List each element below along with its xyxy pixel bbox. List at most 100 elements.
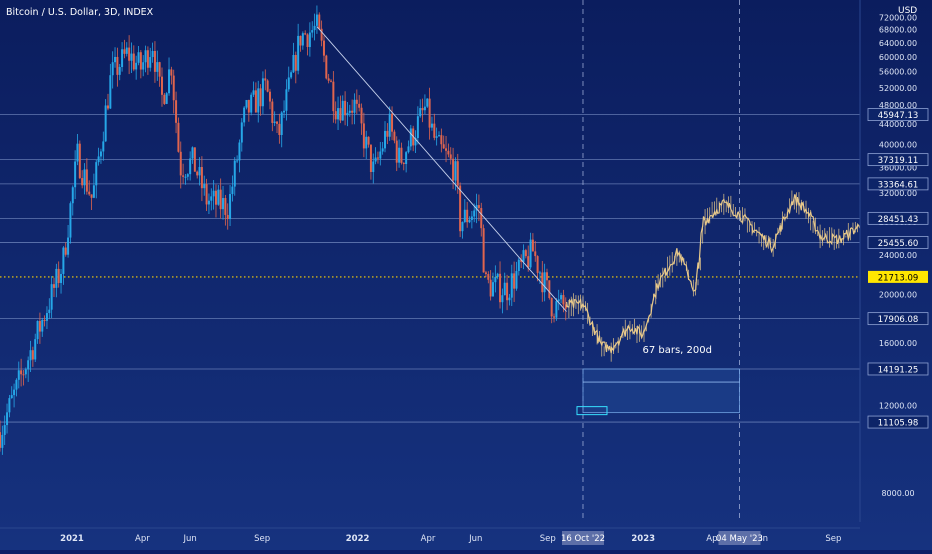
candle-body: [116, 56, 119, 75]
time-tick-label: Sep: [540, 534, 556, 544]
time-tick-label: Jun: [183, 534, 197, 544]
time-tick-label: Sep: [825, 534, 841, 544]
measurement-start-marker: [576, 406, 608, 416]
price-tick-label: 40000.00: [879, 141, 917, 150]
candle-body: [217, 189, 220, 205]
level-price-tag: [867, 362, 929, 376]
candle-body: [60, 273, 63, 283]
candle-body: [494, 276, 497, 283]
candle-body: [386, 130, 389, 137]
candle-body: [95, 162, 98, 186]
time-tick-label: Apr: [421, 534, 436, 544]
candle-body: [372, 161, 375, 173]
candle-body: [426, 98, 429, 107]
candle-body: [151, 50, 154, 58]
date-marker-tag: [718, 531, 761, 545]
candle-body: [299, 35, 302, 46]
candle-body: [243, 107, 246, 123]
level-price-tag: [867, 236, 929, 249]
candle-body: [271, 101, 274, 123]
candle-body: [160, 76, 163, 95]
candle-body: [78, 143, 81, 179]
candle-body: [473, 210, 476, 217]
candle-body: [71, 187, 74, 204]
candle-body: [484, 272, 487, 275]
candle-body: [283, 110, 286, 113]
candle-body: [36, 321, 39, 340]
candle-body: [182, 175, 185, 177]
candle-body: [489, 279, 492, 297]
candle-body: [165, 93, 168, 104]
candle-body: [125, 47, 128, 54]
time-axis[interactable]: 2021 Apr Jun Sep 2022 Apr Jun Sep 2023 Apr Jun Sep 1…: [0, 527, 860, 545]
candle-body: [99, 151, 102, 157]
level-price-tag: [867, 108, 929, 121]
price-tick-label: 44000.00: [879, 120, 917, 129]
candle-body: [304, 33, 307, 35]
candle-body: [548, 280, 551, 299]
candle-body: [280, 112, 283, 135]
candle-body: [153, 50, 156, 72]
candle-body: [337, 108, 340, 120]
candle-body: [231, 186, 234, 195]
candle-body: [543, 272, 546, 293]
candle-body: [90, 194, 93, 198]
time-tick-label: Jun: [468, 534, 482, 544]
candle-body: [501, 295, 504, 303]
currency-label: USD: [898, 6, 917, 16]
candle-body: [433, 123, 436, 138]
candle-body: [17, 370, 20, 380]
candle-body: [445, 148, 448, 151]
candle-body: [8, 398, 11, 413]
candle-body: [515, 271, 518, 289]
candle-body: [97, 156, 100, 163]
price-axis[interactable]: 72000.00 68000.00 64000.00 60000.00 56000.00…: [859, 0, 929, 522]
candle-body: [203, 184, 206, 189]
candle-body: [491, 282, 494, 297]
candle-body: [416, 116, 419, 139]
candle-body: [207, 200, 210, 205]
candle-body: [135, 62, 138, 70]
trendline: [316, 26, 567, 312]
candle-body: [198, 167, 201, 176]
candle-body: [325, 55, 328, 79]
candle-body: [388, 113, 391, 137]
candle-body: [88, 191, 91, 195]
candle-body: [315, 14, 318, 26]
candle-body: [111, 62, 114, 76]
candle-body: [250, 94, 253, 113]
measurement-box: [582, 368, 740, 414]
candle-body: [62, 247, 65, 274]
candle-body: [257, 88, 260, 113]
candle-body: [149, 57, 152, 68]
candle-body: [43, 320, 46, 322]
candle-body: [109, 75, 112, 109]
candle-body: [402, 162, 405, 165]
candle-body: [545, 272, 548, 281]
time-tick-label: 2023: [631, 534, 655, 544]
candle-body: [278, 123, 281, 135]
candle-body: [229, 194, 232, 219]
candle-body: [57, 268, 60, 283]
horizontal-levels: [0, 114, 860, 423]
candle-body: [139, 52, 142, 70]
candle-body: [437, 135, 440, 137]
candle-body: [557, 299, 560, 302]
symbol-title[interactable]: Bitcoin / U.S. Dollar, 3D, INDEX: [6, 7, 154, 18]
level-price-label: 14191.25: [878, 365, 919, 375]
candle-body: [41, 320, 44, 332]
price-tick-label: 64000.00: [879, 39, 917, 48]
level-price-label: 28451.43: [878, 215, 919, 225]
candle-body: [130, 53, 133, 61]
candle-body: [128, 47, 131, 61]
candle-body: [308, 32, 311, 47]
measurement-label: 67 bars, 200d: [642, 345, 712, 356]
candle-body: [132, 53, 135, 70]
candle-body: [168, 69, 171, 94]
candle-body: [29, 350, 32, 361]
candle-body: [327, 78, 330, 81]
candle-body: [334, 111, 337, 120]
candle-body: [393, 131, 396, 141]
